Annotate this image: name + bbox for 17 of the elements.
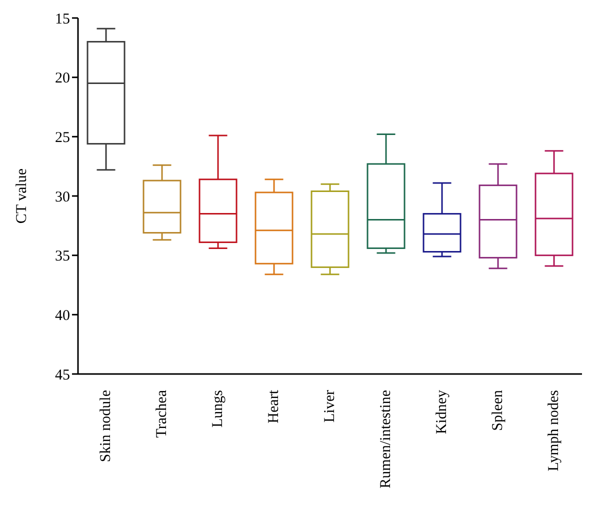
x-tick-label: Lungs: [210, 390, 226, 428]
x-tick-label: Lymph nodes: [546, 390, 562, 472]
x-tick-label: Spleen: [490, 390, 506, 431]
y-tick-label: 40: [55, 308, 70, 324]
y-tick-label: 45: [55, 367, 70, 384]
x-tick-label: Trachea: [154, 390, 170, 438]
x-tick-label: Kidney: [434, 390, 450, 434]
x-tick-label: Rumen/intestine: [378, 390, 394, 488]
x-tick-label: Liver: [322, 390, 338, 422]
x-tick-label: Heart: [266, 389, 282, 424]
y-tick-label: 35: [55, 248, 70, 265]
y-tick-label: 20: [55, 70, 70, 87]
y-tick-label: 30: [55, 189, 70, 206]
y-tick-label: 15: [55, 11, 70, 28]
y-tick-label: 25: [55, 130, 70, 146]
x-tick-label: Skin nodule: [98, 390, 114, 462]
y-axis-title: CT value: [14, 168, 30, 224]
